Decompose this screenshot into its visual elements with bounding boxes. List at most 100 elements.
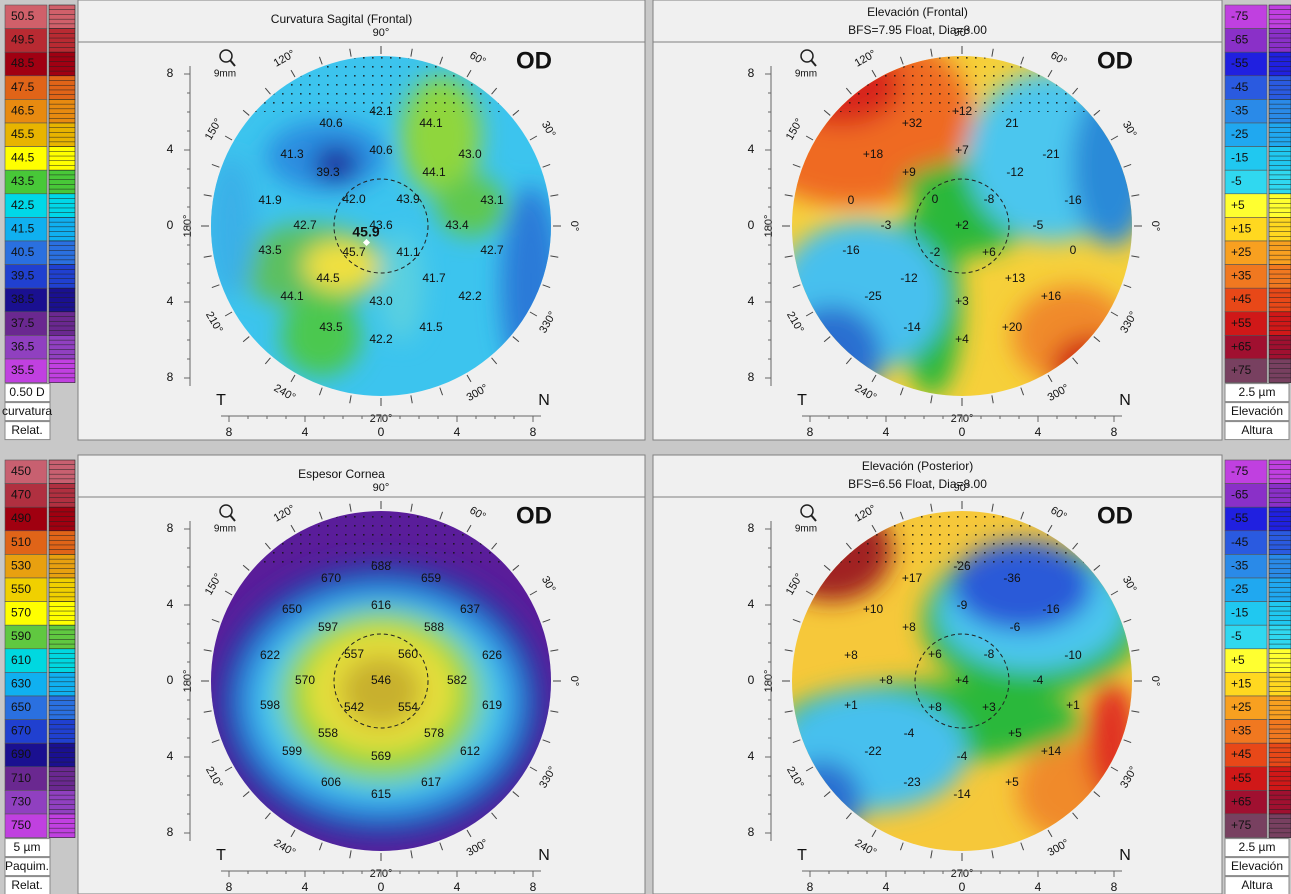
compass-tick bbox=[784, 649, 793, 652]
map-value: 43.0 bbox=[458, 147, 482, 161]
compass-tick bbox=[1093, 564, 1101, 571]
map-value: 44.1 bbox=[280, 289, 304, 303]
scale-stripe bbox=[1268, 264, 1291, 289]
scale-stripe bbox=[1268, 240, 1291, 265]
map-value: +8 bbox=[928, 700, 942, 714]
y-tick-label: 8 bbox=[167, 370, 174, 384]
y-tick-label: 0 bbox=[748, 218, 755, 232]
scale-footer-box bbox=[4, 383, 51, 403]
map-value: +1 bbox=[844, 698, 858, 712]
x-tick-label: 4 bbox=[454, 425, 461, 439]
angle-label: 90° bbox=[373, 482, 390, 494]
compass-tick bbox=[224, 766, 233, 772]
scale-stripe bbox=[1268, 75, 1291, 100]
map-value: 582 bbox=[447, 673, 467, 687]
compass-tick bbox=[1020, 511, 1025, 520]
scale-stripe bbox=[1268, 695, 1291, 720]
map-value: -23 bbox=[903, 775, 921, 789]
map-value: 546 bbox=[371, 673, 391, 687]
map-color-region bbox=[436, 176, 506, 236]
compass-tick bbox=[542, 739, 551, 744]
compass-tick bbox=[871, 524, 877, 533]
compass-tick bbox=[203, 194, 212, 197]
map-value: +8 bbox=[902, 620, 916, 634]
zoom-icon bbox=[219, 49, 233, 63]
compass-tick bbox=[792, 739, 801, 744]
scale-label: -75 bbox=[1231, 464, 1249, 478]
zoom-icon bbox=[219, 504, 233, 518]
map-value: -14 bbox=[953, 787, 971, 801]
scale-label: 710 bbox=[11, 771, 31, 785]
scale-stripe bbox=[1268, 99, 1291, 124]
scale-label: 47.5 bbox=[11, 80, 35, 94]
compass-tick bbox=[264, 542, 271, 550]
angle-label: 90° bbox=[373, 27, 390, 39]
scale-label: 610 bbox=[11, 653, 31, 667]
scale-label: -75 bbox=[1231, 9, 1249, 23]
map-color-region bbox=[281, 296, 361, 376]
zoom-label: 9mm bbox=[214, 524, 236, 535]
zoom-label: 9mm bbox=[795, 69, 817, 80]
map-value: 560 bbox=[398, 647, 418, 661]
map-title: Curvatura Sagital (Frontal) bbox=[271, 12, 412, 26]
compass-tick bbox=[805, 311, 814, 317]
compass-tick bbox=[784, 194, 793, 197]
scale-footer: Altura bbox=[1241, 878, 1273, 892]
map-title: Elevación (Frontal) bbox=[867, 5, 968, 19]
map-value: 42.1 bbox=[369, 104, 393, 118]
map-value: -6 bbox=[1010, 620, 1021, 634]
compass-tick bbox=[439, 511, 444, 520]
map-value: 42.2 bbox=[458, 289, 482, 303]
compass-tick bbox=[805, 590, 814, 596]
y-tick-label: 4 bbox=[167, 597, 174, 611]
map-value: +13 bbox=[1005, 271, 1026, 285]
map-value: 599 bbox=[282, 744, 302, 758]
map-color-region bbox=[314, 146, 358, 182]
scale-stripe bbox=[1268, 530, 1291, 555]
scale-stripe bbox=[1268, 122, 1291, 147]
temporal-label: T bbox=[797, 847, 807, 864]
map-value: 558 bbox=[318, 726, 338, 740]
scale-footer-box bbox=[4, 421, 51, 441]
map-value: 39.3 bbox=[316, 165, 340, 179]
angle-label: 0° bbox=[1149, 221, 1161, 232]
scale-label: 730 bbox=[11, 794, 31, 808]
scale-swatch bbox=[1224, 358, 1268, 383]
scale-stripe bbox=[48, 146, 76, 171]
angle-label: 0° bbox=[568, 221, 580, 232]
compass-tick bbox=[512, 336, 520, 343]
map-value: +4 bbox=[955, 332, 969, 346]
compass-tick bbox=[991, 503, 994, 512]
compass-tick bbox=[439, 387, 444, 396]
compass-tick bbox=[550, 649, 559, 652]
x-tick-label: 8 bbox=[1111, 880, 1118, 894]
compass-tick bbox=[211, 163, 220, 168]
x-tick-label: 4 bbox=[454, 880, 461, 894]
map-value: 43.0 bbox=[369, 294, 393, 308]
y-tick-label: 8 bbox=[167, 66, 174, 80]
map-value: 542 bbox=[344, 700, 364, 714]
map-value: 42.7 bbox=[480, 243, 504, 257]
compass-tick bbox=[349, 48, 352, 57]
scale-stripe bbox=[1268, 742, 1291, 768]
scale-stripe bbox=[48, 601, 76, 626]
compass-tick bbox=[930, 850, 933, 859]
zoom-icon-handle bbox=[229, 59, 236, 67]
compass-tick bbox=[930, 395, 933, 404]
map-value: 626 bbox=[482, 648, 502, 662]
compass-tick bbox=[1131, 649, 1140, 652]
x-tick-label: 0 bbox=[959, 880, 966, 894]
compass-tick bbox=[439, 56, 444, 65]
compass-tick bbox=[491, 542, 498, 550]
map-value: 41.3 bbox=[280, 147, 304, 161]
map-value: 21 bbox=[1005, 116, 1019, 130]
map-value: +12 bbox=[952, 104, 973, 118]
x-tick-label: 8 bbox=[530, 880, 537, 894]
nasal-label: N bbox=[538, 847, 550, 864]
compass-tick bbox=[542, 284, 551, 289]
map-value: 570 bbox=[295, 673, 315, 687]
compass-tick bbox=[1110, 311, 1119, 317]
scale-stripe bbox=[1268, 169, 1291, 195]
compass-tick bbox=[410, 48, 413, 57]
nasal-label: N bbox=[1119, 847, 1131, 864]
